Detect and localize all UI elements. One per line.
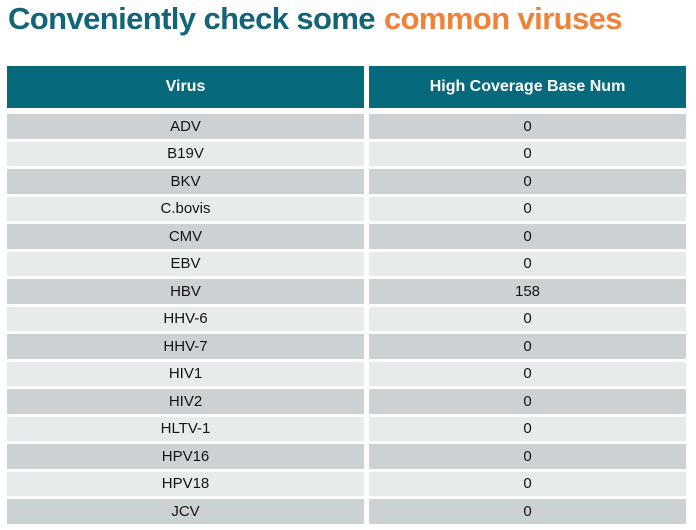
table-row: EBV 0	[7, 251, 686, 276]
base-num-cell: 0	[369, 416, 686, 441]
table-row: ADV 0	[7, 114, 686, 139]
virus-name-cell: ADV	[7, 114, 364, 139]
column-header-high-coverage-base-num: High Coverage Base Num	[369, 66, 686, 108]
virus-name-cell: HIV2	[7, 389, 364, 414]
base-num-cell: 0	[369, 306, 686, 331]
virus-name-cell: B19V	[7, 141, 364, 166]
base-num-cell: 0	[369, 141, 686, 166]
base-num-cell: 0	[369, 389, 686, 414]
virus-coverage-table: Virus High Coverage Base Num ADV 0 B19V …	[7, 66, 686, 524]
virus-name-cell: HIV1	[7, 361, 364, 386]
virus-name-cell: HHV-7	[7, 334, 364, 359]
virus-name-cell: EBV	[7, 251, 364, 276]
base-num-cell: 0	[369, 361, 686, 386]
table-row: C.bovis 0	[7, 196, 686, 221]
table-row: HHV-6 0	[7, 306, 686, 331]
base-num-cell: 0	[369, 251, 686, 276]
table-row: JCV 0	[7, 499, 686, 524]
table-row: CMV 0	[7, 224, 686, 249]
virus-name-cell: HLTV-1	[7, 416, 364, 441]
base-num-cell: 0	[369, 499, 686, 524]
base-num-cell: 158	[369, 279, 686, 304]
page-title: Conveniently check some common viruses	[8, 0, 623, 38]
base-num-cell: 0	[369, 169, 686, 194]
base-num-cell: 0	[369, 334, 686, 359]
table-row: BKV 0	[7, 169, 686, 194]
table-row: HBV 158	[7, 279, 686, 304]
table-row: HIV2 0	[7, 389, 686, 414]
virus-name-cell: BKV	[7, 169, 364, 194]
virus-name-cell: CMV	[7, 224, 364, 249]
base-num-cell: 0	[369, 444, 686, 469]
table-row: HPV18 0	[7, 471, 686, 496]
virus-name-cell: HHV-6	[7, 306, 364, 331]
title-part-orange: common viruses	[383, 1, 623, 36]
column-header-virus: Virus	[7, 66, 364, 108]
table-body: ADV 0 B19V 0 BKV 0 C.bovis 0 CMV 0 EBV 0…	[7, 114, 686, 524]
virus-name-cell: HBV	[7, 279, 364, 304]
base-num-cell: 0	[369, 471, 686, 496]
table-row: B19V 0	[7, 141, 686, 166]
virus-name-cell: HPV18	[7, 471, 364, 496]
base-num-cell: 0	[369, 114, 686, 139]
virus-name-cell: HPV16	[7, 444, 364, 469]
table-row: HIV1 0	[7, 361, 686, 386]
table-header-row: Virus High Coverage Base Num	[7, 66, 686, 108]
base-num-cell: 0	[369, 224, 686, 249]
title-part-teal: Conveniently check some	[8, 1, 376, 36]
virus-name-cell: C.bovis	[7, 196, 364, 221]
table-row: HLTV-1 0	[7, 416, 686, 441]
base-num-cell: 0	[369, 196, 686, 221]
table-row: HHV-7 0	[7, 334, 686, 359]
table-row: HPV16 0	[7, 444, 686, 469]
virus-name-cell: JCV	[7, 499, 364, 524]
